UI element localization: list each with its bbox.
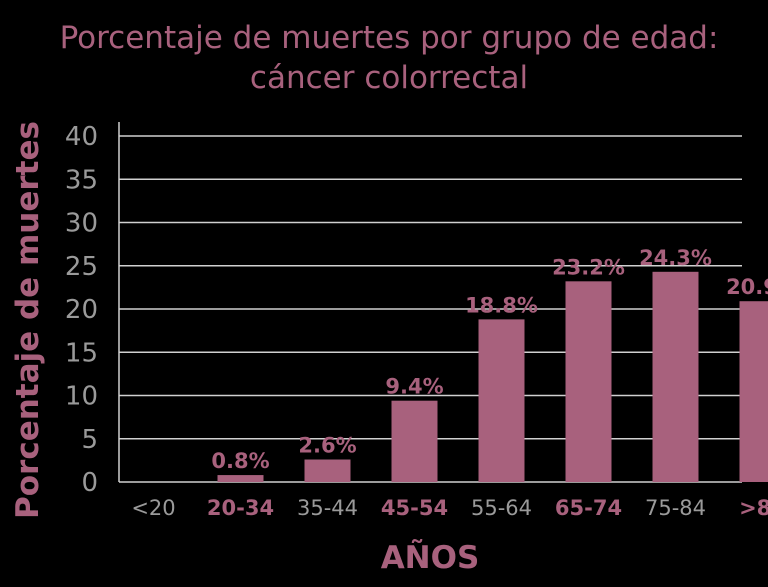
x-tick-label: 45-54 (381, 496, 448, 520)
y-tick-label: 30 (65, 209, 98, 239)
data-label: 23.2% (552, 255, 625, 279)
gridlines (119, 135, 742, 440)
chart-title-line-2: cáncer colorrectal (250, 60, 528, 96)
data-label: 0.8% (211, 449, 269, 473)
y-tick-label: 25 (65, 252, 98, 282)
bar-55-64 (478, 319, 525, 482)
x-tick-label: 75-84 (645, 496, 706, 520)
bar-84 (739, 301, 768, 482)
bar-20-34 (217, 475, 264, 482)
y-tick-label: 15 (65, 338, 98, 368)
y-tick-label: 20 (65, 295, 98, 325)
x-tick-labels: <20 20-34 35-44 45-54 55-64 65-74 75-84 >84 (131, 496, 768, 520)
x-axis-label: AÑOS (381, 539, 480, 576)
x-tick-label: 35-44 (297, 496, 358, 520)
bar-45-54 (391, 400, 438, 482)
y-tick-labels: 0 5 10 15 20 25 30 35 40 (65, 122, 98, 498)
bar-35-44 (304, 459, 351, 482)
data-label: 9.4% (385, 375, 443, 399)
data-labels: 0.8% 2.6% 9.4% 18.8% 23.2% 24.3% 20.9% (211, 246, 768, 473)
y-axis-label: Porcentaje de muertes (10, 121, 46, 519)
x-tick-label: 20-34 (207, 496, 274, 520)
bar-75-84 (652, 271, 699, 482)
y-tick-label: 35 (65, 165, 98, 195)
y-tick-label: 40 (65, 122, 98, 152)
chart-title-line-1: Porcentaje de muertes por grupo de edad: (60, 20, 719, 56)
x-tick-label: >84 (739, 496, 768, 520)
data-label: 24.3% (639, 246, 712, 270)
bar-65-74 (565, 281, 612, 482)
data-label: 18.8% (465, 293, 538, 317)
x-tick-label: 55-64 (471, 496, 532, 520)
y-tick-label: 10 (65, 382, 98, 412)
y-tick-label: 5 (81, 425, 98, 455)
y-tick-label: 0 (81, 468, 98, 498)
data-label: 20.9% (726, 275, 768, 299)
bars (217, 271, 768, 482)
x-tick-label: 65-74 (555, 496, 622, 520)
x-tick-label: <20 (131, 496, 175, 520)
data-label: 2.6% (298, 434, 356, 458)
